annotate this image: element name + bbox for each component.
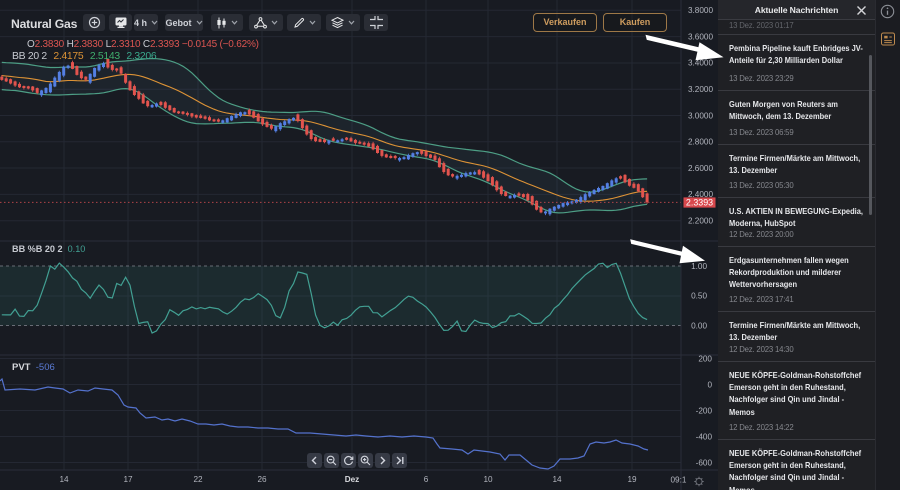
svg-text:3.6000: 3.6000 xyxy=(688,32,713,41)
svg-text:0.00: 0.00 xyxy=(691,321,707,330)
svg-text:2.8000: 2.8000 xyxy=(688,138,713,147)
svg-text:2.3393: 2.3393 xyxy=(686,198,713,208)
svg-text:26: 26 xyxy=(257,475,267,484)
svg-text:3.4000: 3.4000 xyxy=(688,59,713,68)
svg-text:Dez: Dez xyxy=(345,475,360,484)
svg-text:22: 22 xyxy=(193,475,203,484)
svg-text:17: 17 xyxy=(123,475,133,484)
svg-text:2.4000: 2.4000 xyxy=(688,190,713,199)
svg-text:0: 0 xyxy=(707,380,712,389)
svg-text:-400: -400 xyxy=(696,432,713,441)
svg-text:09:1: 09:1 xyxy=(671,476,687,485)
svg-text:10: 10 xyxy=(483,475,493,484)
svg-text:14: 14 xyxy=(59,475,69,484)
svg-text:2.2000: 2.2000 xyxy=(688,217,713,226)
svg-text:19: 19 xyxy=(627,475,637,484)
svg-text:3.2000: 3.2000 xyxy=(688,85,713,94)
svg-text:-600: -600 xyxy=(696,458,713,467)
svg-text:0.50: 0.50 xyxy=(691,292,707,301)
svg-text:3.8000: 3.8000 xyxy=(688,6,713,15)
svg-text:-200: -200 xyxy=(696,406,713,415)
svg-text:6: 6 xyxy=(424,475,429,484)
svg-text:1.00: 1.00 xyxy=(691,262,707,271)
svg-text:14: 14 xyxy=(552,475,562,484)
svg-text:3.0000: 3.0000 xyxy=(688,111,713,120)
svg-text:200: 200 xyxy=(698,354,712,363)
svg-text:2.6000: 2.6000 xyxy=(688,164,713,173)
